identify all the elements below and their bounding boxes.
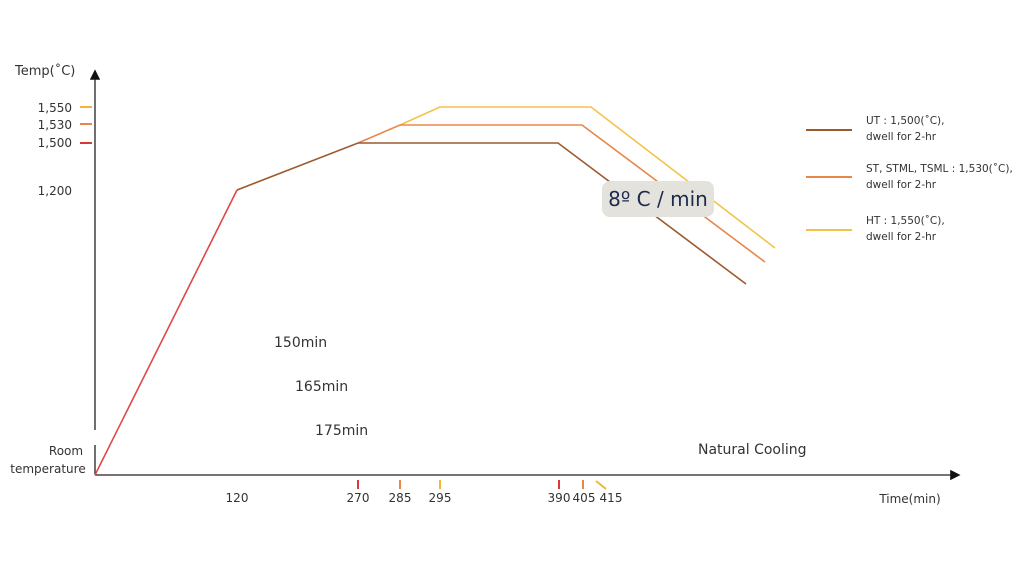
- legend-text: dwell for 2-hr: [866, 179, 937, 191]
- x-title: Time(min): [878, 492, 940, 506]
- rate-box: [602, 181, 714, 217]
- ht-line: [399, 106, 776, 249]
- y-label: 1,500: [38, 136, 72, 150]
- room-label: temperature: [10, 462, 85, 476]
- x-label: 390: [548, 491, 571, 505]
- duration: 165min: [295, 379, 348, 395]
- y-label: 1,550: [38, 101, 72, 115]
- legend-text: dwell for 2-hr: [866, 131, 937, 143]
- duration: 150min: [274, 335, 327, 351]
- heating-line: [94, 189, 238, 476]
- x-label: 270: [347, 491, 370, 505]
- x-label: 295: [429, 491, 452, 505]
- x-label: 405: [573, 491, 596, 505]
- arrow: [595, 480, 607, 490]
- legend-text: dwell for 2-hr: [866, 231, 937, 243]
- rate-label: 8º C / min: [608, 187, 708, 211]
- legend-text: UT : 1,500(˚C),: [866, 115, 944, 127]
- duration: 175min: [315, 423, 368, 439]
- y-label: 1,530: [38, 118, 72, 132]
- x-label: 120: [226, 491, 249, 505]
- x-label: 415: [600, 491, 623, 505]
- legend-text: ST, STML, TSML : 1,530(˚C),: [866, 163, 1013, 175]
- room-label: Room: [49, 444, 83, 458]
- legend-text: HT : 1,550(˚C),: [866, 215, 945, 227]
- y-label: 1,200: [38, 184, 72, 198]
- y-title: Temp(˚C): [14, 63, 75, 79]
- cooling-label: Natural Cooling: [698, 442, 807, 458]
- x-label: 285: [389, 491, 412, 505]
